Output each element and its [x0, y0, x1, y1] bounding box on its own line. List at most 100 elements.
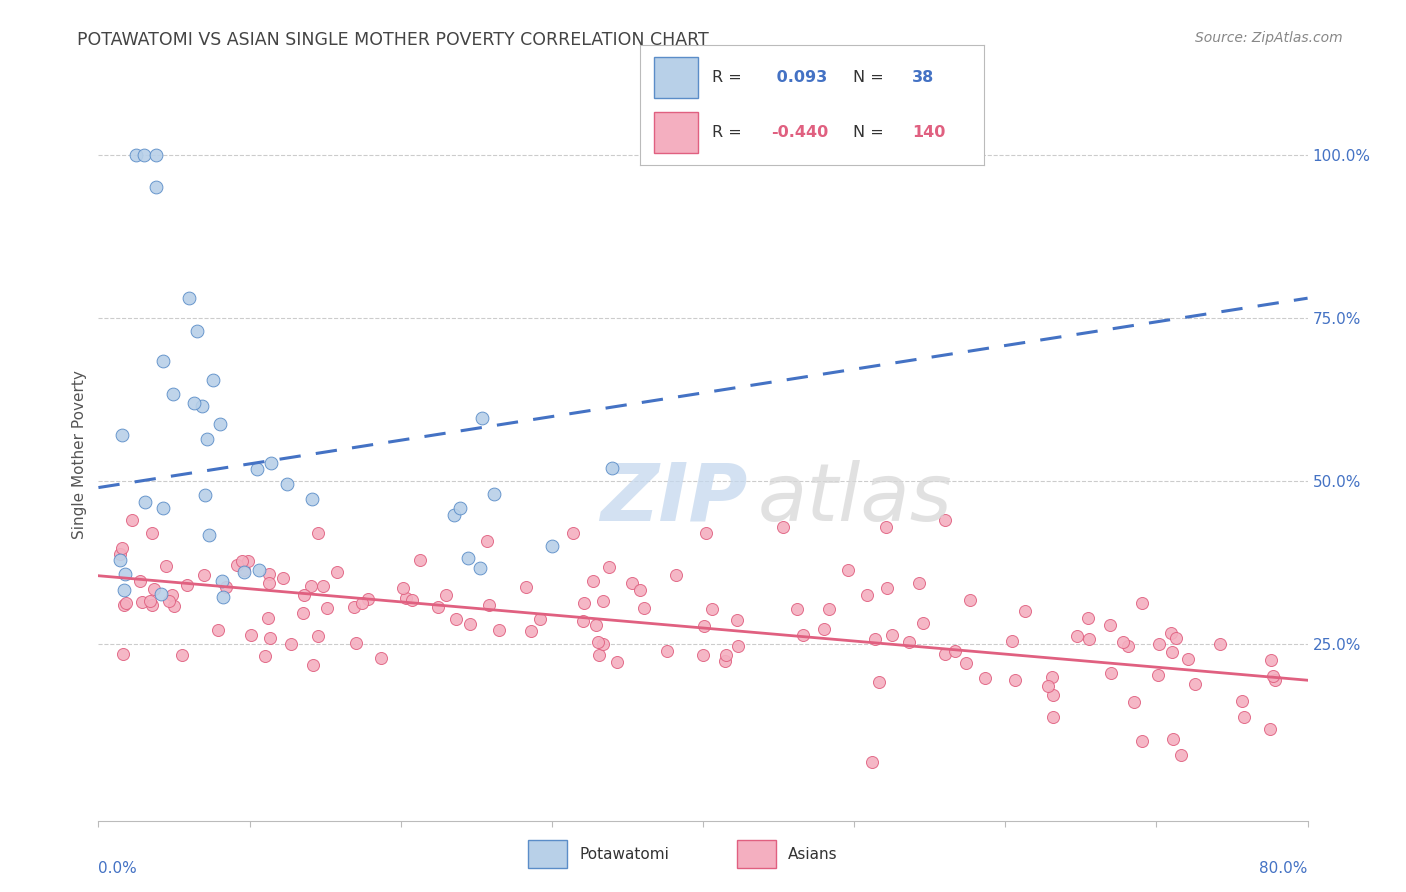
Point — [139, 594, 162, 608]
Point — [176, 578, 198, 592]
Point — [1264, 673, 1286, 688]
Text: atlas: atlas — [758, 459, 952, 538]
Point — [195, 433, 218, 447]
Point — [194, 488, 217, 502]
Point — [471, 411, 494, 425]
Point — [1166, 631, 1188, 645]
Point — [592, 637, 614, 651]
Point — [157, 594, 180, 608]
Point — [257, 611, 280, 625]
Point — [792, 628, 814, 642]
Point — [186, 324, 208, 338]
Point — [276, 477, 298, 491]
Point — [1077, 611, 1099, 625]
Point — [408, 553, 430, 567]
Point — [149, 587, 172, 601]
Point — [291, 606, 314, 620]
Point — [665, 568, 688, 582]
Point — [529, 611, 551, 625]
Point — [112, 583, 135, 598]
Point — [695, 526, 717, 541]
Text: Asians: Asians — [787, 847, 838, 862]
Point — [1161, 645, 1184, 659]
Point — [247, 563, 270, 577]
Point — [714, 648, 737, 662]
Point — [1233, 710, 1256, 724]
Point — [1258, 723, 1281, 737]
Point — [1042, 688, 1064, 702]
Point — [908, 575, 931, 590]
Point — [215, 580, 238, 594]
Point — [868, 674, 890, 689]
Point — [111, 428, 134, 442]
Point — [875, 520, 897, 534]
Text: Source: ZipAtlas.com: Source: ZipAtlas.com — [1195, 31, 1343, 45]
Text: R =: R = — [711, 70, 742, 85]
Point — [236, 554, 259, 568]
Text: 0.093: 0.093 — [770, 70, 827, 85]
Point — [114, 567, 136, 582]
Point — [1122, 695, 1144, 709]
Point — [152, 501, 174, 516]
Point — [294, 588, 316, 602]
Point — [628, 582, 651, 597]
Point — [257, 566, 280, 581]
Text: 38: 38 — [912, 70, 934, 85]
Point — [449, 500, 471, 515]
Point — [299, 579, 322, 593]
Point — [254, 648, 277, 663]
Point — [1260, 653, 1282, 667]
Point — [1170, 748, 1192, 763]
Point — [934, 513, 956, 527]
Point — [1066, 629, 1088, 643]
Point — [1263, 669, 1285, 683]
Y-axis label: Single Mother Poverty: Single Mother Poverty — [72, 370, 87, 540]
Point — [172, 648, 194, 662]
Text: -0.440: -0.440 — [770, 125, 828, 140]
Point — [863, 632, 886, 646]
Point — [141, 526, 163, 541]
Point — [572, 614, 595, 628]
Point — [273, 571, 295, 585]
Point — [259, 631, 281, 645]
Point — [714, 654, 737, 668]
Point — [460, 617, 482, 632]
Point — [955, 657, 977, 671]
Point — [370, 651, 392, 665]
Point — [395, 591, 418, 606]
Point — [211, 591, 233, 605]
Text: 0.0%: 0.0% — [98, 861, 138, 876]
Point — [786, 601, 808, 615]
Point — [1112, 635, 1135, 649]
Point — [1130, 596, 1153, 610]
Bar — [529, 840, 568, 868]
Point — [145, 180, 167, 194]
Point — [129, 574, 152, 589]
Point — [114, 596, 136, 610]
Point — [1147, 637, 1170, 651]
Point — [934, 647, 956, 661]
Point — [912, 616, 935, 631]
Point — [232, 563, 254, 577]
Text: 140: 140 — [912, 125, 945, 140]
Point — [312, 579, 335, 593]
Point — [391, 581, 413, 595]
Point — [621, 576, 644, 591]
Point — [141, 598, 163, 612]
Point — [588, 648, 610, 662]
Point — [470, 561, 492, 575]
Point — [1101, 666, 1123, 681]
Point — [880, 628, 903, 642]
Point — [145, 147, 167, 161]
Point — [606, 655, 628, 669]
Point — [959, 592, 981, 607]
Point — [260, 456, 283, 470]
Point — [1078, 632, 1101, 646]
Bar — [654, 57, 699, 97]
Point — [488, 623, 510, 637]
Point — [246, 462, 269, 476]
Point — [813, 622, 835, 636]
Text: N =: N = — [853, 125, 884, 140]
Point — [725, 614, 748, 628]
Point — [519, 624, 541, 638]
